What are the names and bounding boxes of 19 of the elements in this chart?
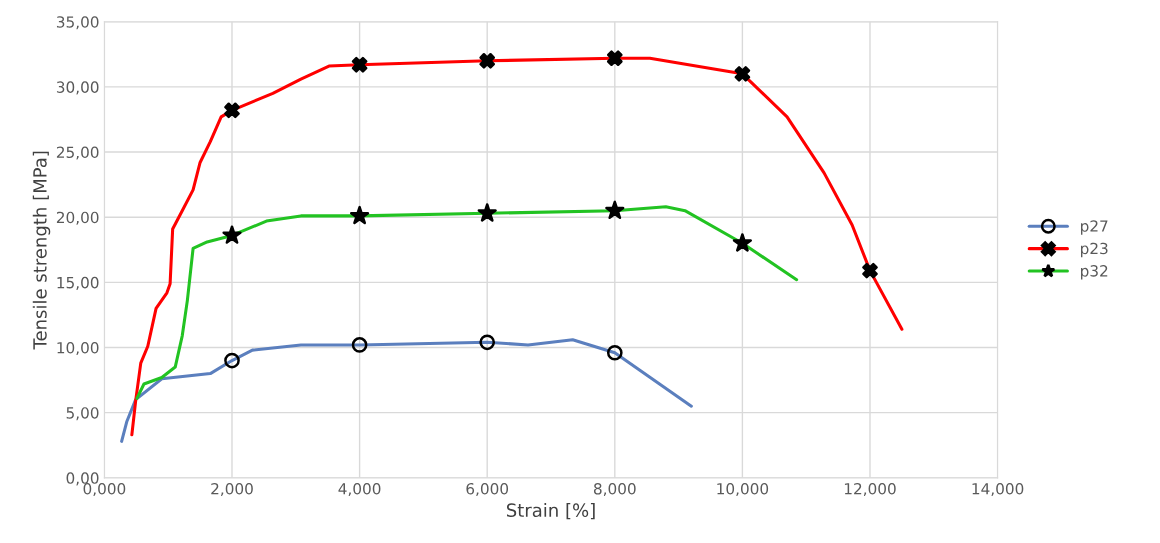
y-tick-label: 5,00	[66, 407, 99, 421]
y-tick-label: 15,00	[57, 276, 99, 290]
x-tick-label: 2,000	[211, 482, 253, 497]
y-tick-label: 10,00	[57, 341, 99, 356]
x-tick-label: 6,000	[466, 482, 509, 497]
x-tick-label: 14,000	[972, 482, 1024, 497]
y-tick-label: 30,00	[56, 81, 99, 95]
y-tick-label: 25,00	[56, 146, 99, 160]
x-tick-label: 10,000	[717, 482, 769, 497]
x-axis-title: Strain [%]	[506, 503, 595, 520]
x-tick-label: 8,000	[593, 482, 636, 497]
y-tick-label: 35,00	[56, 16, 99, 30]
legend-label: p32	[1081, 265, 1108, 280]
y-axis-title: Tensile strength [MPa]	[32, 151, 51, 350]
y-tick-label: 20,00	[56, 211, 99, 225]
legend-label: p27	[1081, 220, 1108, 235]
x-tick-label: 4,000	[338, 482, 381, 497]
x-tick-label: 12,000	[844, 482, 896, 497]
legend-label: p23	[1081, 242, 1108, 258]
